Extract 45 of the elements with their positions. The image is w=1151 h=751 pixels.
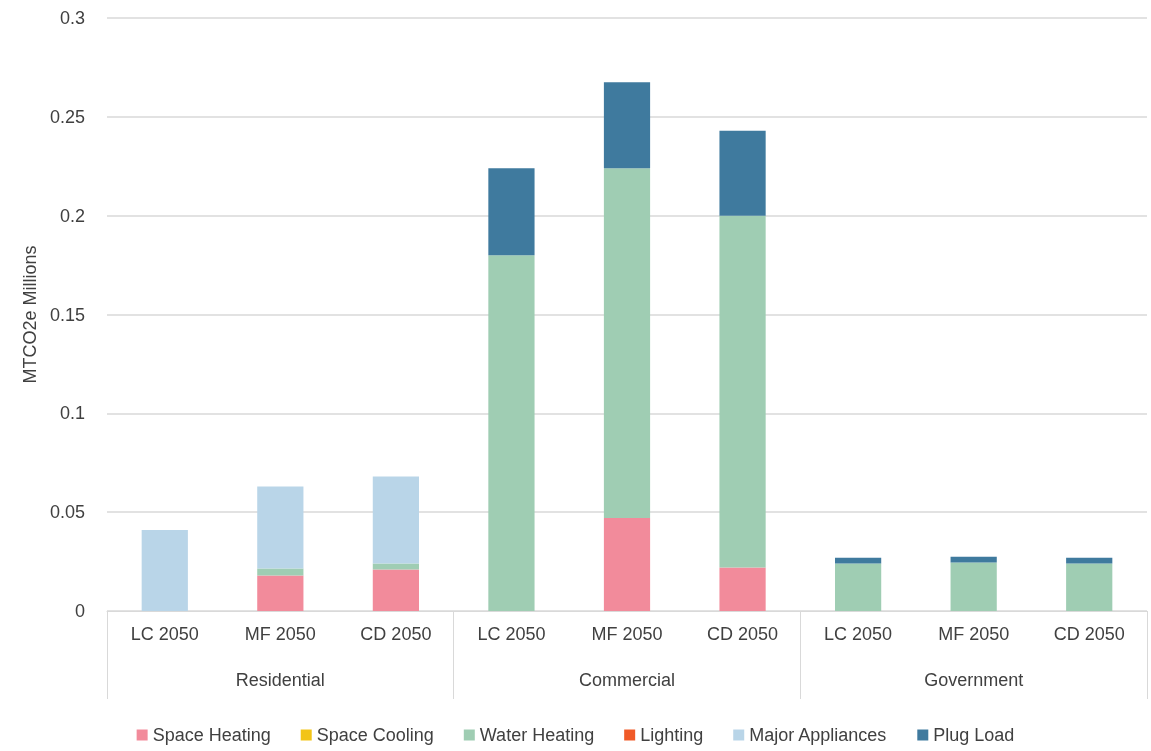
text: Commercial [578,670,676,690]
legend-label: Space Heating [152,725,271,745]
legend-label: Lighting [640,725,704,745]
y-tick-label: 0.05 [49,502,85,523]
x-tick-label: MF 2050 [938,624,1010,644]
bar [603,82,651,169]
y-tick-label: 0.2 [59,205,85,226]
text: Government [924,670,1024,690]
legend-label: Water Heating [479,725,595,745]
bar [603,518,651,611]
y-tick-label: 0.25 [49,106,85,127]
x-tick-label: LC 2050 [824,624,893,644]
bar [719,567,766,611]
bar [372,569,419,611]
bar [257,575,304,611]
legend-label: Space Cooling [316,725,434,745]
y-axis-title: MTCO2e Millions [20,245,41,384]
bar [719,130,766,216]
x-tick-label: MF 2050 [244,624,316,644]
y-tick-label: 0.1 [59,403,85,424]
x-tick-label: CD 2050 [707,624,779,644]
y-tick-label: 0.3 [59,8,85,28]
x-tick-label: LC 2050 [130,624,199,644]
legend-label: Major Appliances [749,725,887,745]
bar [257,486,304,569]
x-tick-label: MF 2050 [591,624,663,644]
y-tick-label: 0 [74,601,85,621]
bar [950,556,997,563]
bar [488,255,535,611]
bar [603,168,651,519]
bar [1066,563,1113,611]
x-tick-label: CD 2050 [1053,624,1125,644]
bar [488,168,535,256]
bar [950,562,997,611]
text: Residential [235,670,325,690]
bar [372,476,419,564]
bar [719,215,766,568]
bar [835,563,882,611]
x-tick-label: CD 2050 [360,624,432,644]
bar [1066,557,1113,564]
bar [141,529,188,611]
x-tick-label: LC 2050 [477,624,546,644]
bar [835,557,882,564]
y-tick-label: 0.15 [49,304,85,325]
legend-label: Plug Load [933,725,1015,745]
